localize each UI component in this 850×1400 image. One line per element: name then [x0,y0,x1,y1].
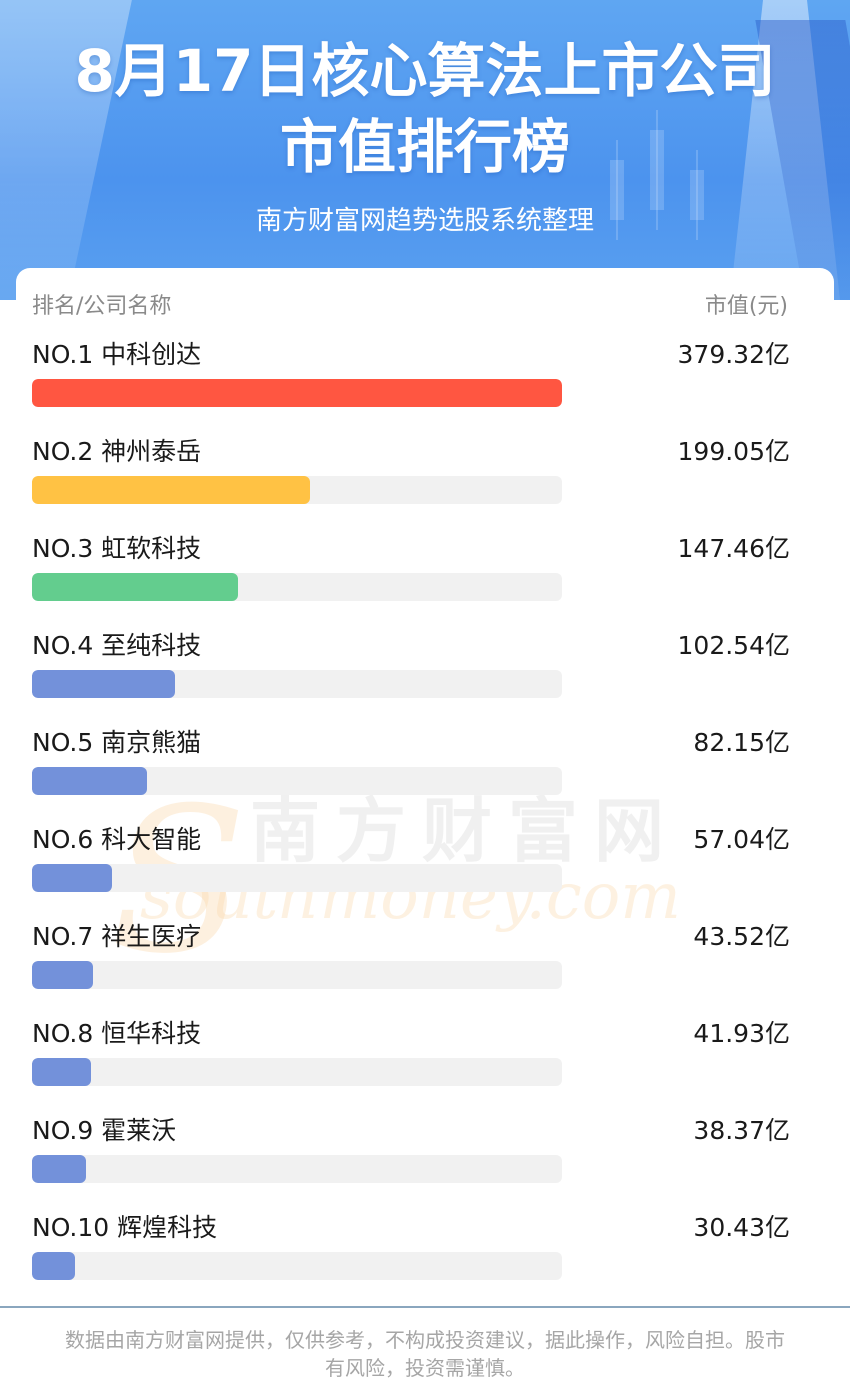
footer-divider [0,1306,850,1308]
company-name: 神州泰岳 [101,437,202,466]
company-name: 至纯科技 [101,631,202,660]
rank-label: NO.7 [32,922,94,951]
company-name: 南京熊猫 [101,728,202,757]
rank-label: NO.6 [32,825,94,854]
column-header-rank-name: 排名/公司名称 [32,294,172,319]
company-name: 虹软科技 [101,534,202,563]
ranking-row: NO.6 科大智能 57.04亿 [0,823,850,920]
ranking-row: NO.7 祥生医疗 43.52亿 [0,920,850,1017]
row-rank-name: NO.3 虹软科技 [32,532,201,566]
page-title-line2: 市值排行榜 [279,113,570,181]
row-rank-name: NO.6 科大智能 [32,823,201,857]
bar [32,1155,86,1183]
rank-label: NO.9 [32,1116,94,1145]
ranking-row: NO.4 至纯科技 102.54亿 [0,629,850,726]
row-rank-name: NO.8 恒华科技 [32,1017,201,1051]
market-cap-value: 199.05亿 [677,437,790,466]
ranking-card [16,268,834,1368]
company-name: 霍莱沃 [101,1116,177,1145]
rank-label: NO.1 [32,340,94,369]
ranking-row: NO.3 虹软科技 147.46亿 [0,532,850,629]
market-cap-value: 102.54亿 [677,631,790,660]
row-rank-name: NO.9 霍莱沃 [32,1114,176,1148]
bar [32,573,239,601]
market-cap-value: 43.52亿 [693,922,790,951]
bar-track [32,379,562,407]
bar [32,1058,91,1086]
row-rank-name: NO.4 至纯科技 [32,629,201,663]
company-name: 祥生医疗 [101,922,202,951]
ranking-row: NO.8 恒华科技 41.93亿 [0,1017,850,1114]
company-name: 科大智能 [101,825,202,854]
rank-label: NO.10 [32,1213,110,1242]
bar-track [32,573,562,601]
bar [32,476,311,504]
company-name: 恒华科技 [101,1019,202,1048]
bar [32,864,112,892]
company-name: 中科创达 [101,340,202,369]
market-cap-value: 30.43亿 [693,1213,790,1242]
ranking-row: NO.5 南京熊猫 82.15亿 [0,726,850,823]
column-header-market-cap: 市值(元) [704,294,788,319]
bar-track [32,961,562,989]
rank-label: NO.8 [32,1019,94,1048]
row-rank-name: NO.7 祥生医疗 [32,920,201,954]
ranking-row: NO.10 辉煌科技 30.43亿 [0,1211,850,1308]
ranking-row: NO.1 中科创达 379.32亿 [0,338,850,435]
disclaimer-text: 数据由南方财富网提供，仅供参考，不构成投资建议，据此操作，风险自担。股市有风险，… [65,1328,785,1380]
bar-track [32,864,562,892]
rank-label: NO.5 [32,728,94,757]
market-cap-value: 147.46亿 [677,534,790,563]
bar-track [32,1252,562,1280]
bar [32,767,147,795]
bar-track [32,1155,562,1183]
page-subtitle: 南方财富网趋势选股系统整理 [255,206,594,236]
bar [32,1252,75,1280]
bar [32,670,176,698]
row-rank-name: NO.5 南京熊猫 [32,726,201,760]
bar-track [32,1058,562,1086]
market-cap-value: 57.04亿 [693,825,790,854]
bar [32,961,93,989]
market-cap-value: 82.15亿 [693,728,790,757]
page-title: 8月17日核心算法上市公司 [74,37,776,105]
row-rank-name: NO.10 辉煌科技 [32,1211,217,1245]
bar [32,379,562,407]
bar-track [32,767,562,795]
rank-label: NO.4 [32,631,94,660]
bar-track [32,476,562,504]
market-cap-value: 38.37亿 [693,1116,790,1145]
company-name: 辉煌科技 [117,1213,218,1242]
ranking-row: NO.9 霍莱沃 38.37亿 [0,1114,850,1211]
market-cap-value: 41.93亿 [693,1019,790,1048]
market-cap-value: 379.32亿 [677,340,790,369]
rank-label: NO.3 [32,534,94,563]
header-banner: 8月17日核心算法上市公司 市值排行榜 南方财富网趋势选股系统整理 [0,0,850,300]
row-rank-name: NO.2 神州泰岳 [32,435,201,469]
row-rank-name: NO.1 中科创达 [32,338,201,372]
bar-track [32,670,562,698]
rank-label: NO.2 [32,437,94,466]
candlestick-decoration-icon [610,110,704,240]
ranking-row: NO.2 神州泰岳 199.05亿 [0,435,850,532]
